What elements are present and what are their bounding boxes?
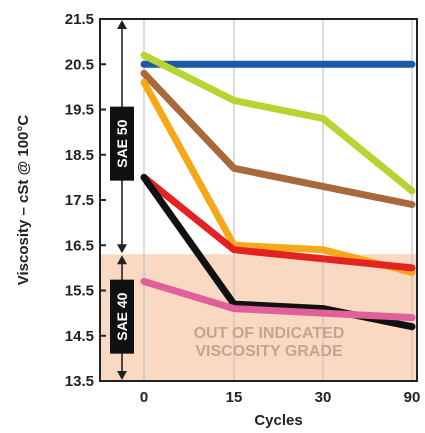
sae-50-arrow-bottom bbox=[117, 244, 127, 254]
zone-label-line: VISCOSITY GRADE bbox=[195, 343, 343, 360]
y-tick-label: 13.5 bbox=[65, 373, 94, 390]
sae-50-arrow-top bbox=[117, 20, 127, 29]
sae-50-label: SAE 50 bbox=[114, 119, 130, 167]
x-tick-labels: 0 15 30 90 bbox=[140, 389, 421, 406]
y-tick-label: 16.5 bbox=[65, 237, 94, 254]
zone-label-line: OUT OF INDICATED bbox=[194, 325, 345, 342]
x-tick-label: 90 bbox=[404, 389, 421, 406]
y-tick-label: 17.5 bbox=[65, 192, 94, 209]
sae-40-label: SAE 40 bbox=[114, 292, 130, 340]
y-tick-label: 18.5 bbox=[65, 147, 94, 164]
sae-40-arrow-top bbox=[117, 255, 127, 265]
sae-50-label-box bbox=[110, 106, 134, 181]
sae-40-arrow-bottom bbox=[117, 371, 127, 380]
series-line-7 bbox=[140, 278, 416, 322]
x-tick-label: 15 bbox=[226, 389, 243, 406]
y-tick-labels: 13.5 14.5 15.5 16.5 17.5 18.5 19.5 20.5 21.5 bbox=[65, 11, 106, 390]
sae-bands: SAE 50 SAE 40 bbox=[110, 20, 134, 380]
y-tick-label: 20.5 bbox=[65, 56, 94, 73]
x-tick-label: 30 bbox=[315, 389, 332, 406]
x-axis-title: Cycles bbox=[254, 412, 302, 429]
plot-frame bbox=[99, 18, 418, 382]
y-tick-label: 14.5 bbox=[65, 328, 94, 345]
y-tick-label: 15.5 bbox=[65, 283, 94, 300]
y-tick-label: 21.5 bbox=[65, 11, 94, 28]
series-line-5 bbox=[140, 173, 416, 272]
series-lines bbox=[140, 51, 416, 331]
y-axis-title: Viscosity – cSt @ 100°C bbox=[15, 115, 32, 286]
x-tick-label: 0 bbox=[140, 389, 148, 406]
series-line-2 bbox=[140, 51, 416, 195]
y-tick-label: 19.5 bbox=[65, 102, 94, 119]
sae-40-label-box bbox=[110, 279, 134, 354]
series-line-3 bbox=[140, 69, 416, 208]
